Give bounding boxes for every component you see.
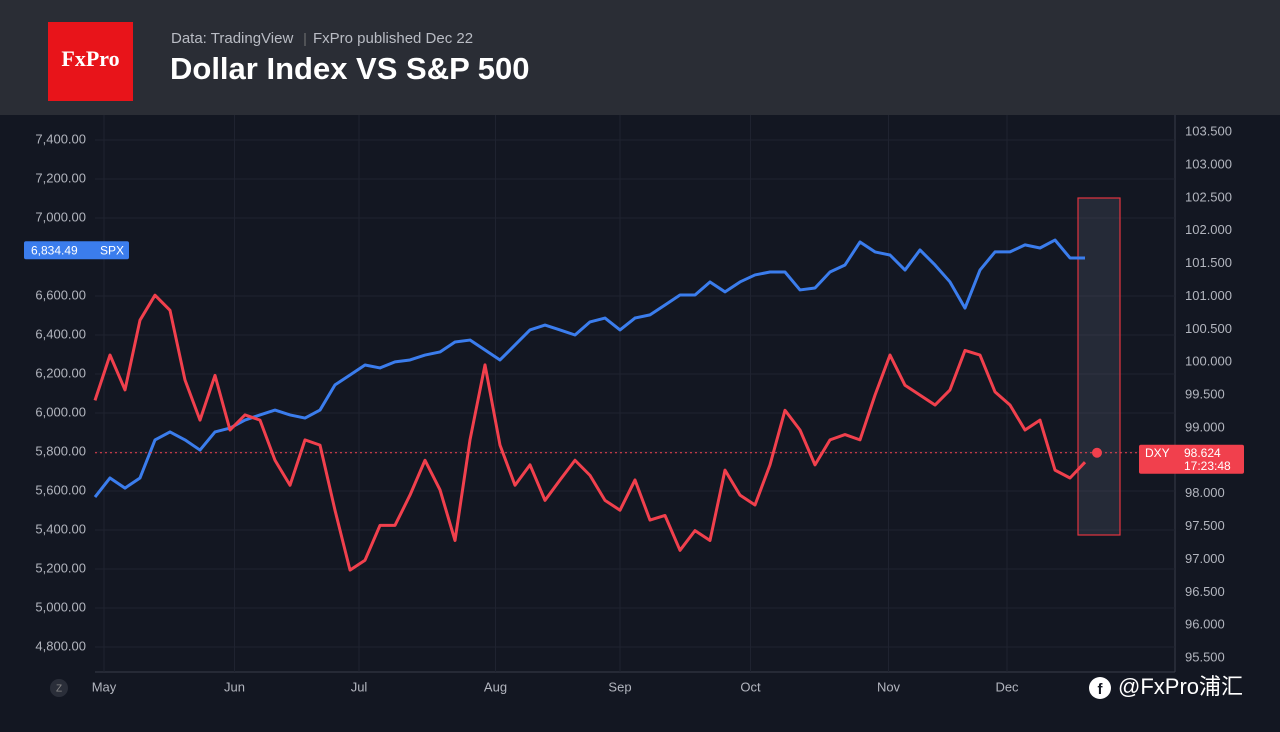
x-tick-label: May [92, 679, 117, 694]
price-tag [24, 241, 129, 260]
line-spx [93, 238, 1085, 498]
y-tick-label: 4,800.00 [35, 638, 86, 653]
y2-tick-label: 96.500 [1185, 584, 1225, 599]
y2-tick-label: 96.000 [1185, 617, 1225, 632]
x-tick-label: Oct [740, 679, 761, 694]
y2-tick-label: 103.000 [1185, 156, 1232, 171]
x-tick-label: Jul [351, 679, 368, 694]
header-bg [0, 0, 1280, 115]
y2-tick-label: 100.000 [1185, 354, 1232, 369]
y2-tick-label: 102.000 [1185, 222, 1232, 237]
y2-tick-label: 102.500 [1185, 189, 1232, 204]
y-tick-label: 7,400.00 [35, 131, 86, 146]
y-tick-label: 5,600.00 [35, 482, 86, 497]
y-tick-label: 5,400.00 [35, 521, 86, 536]
y2-tick-label: 97.500 [1185, 518, 1225, 533]
x-tick-label: Dec [995, 679, 1019, 694]
last-dot [1092, 447, 1102, 458]
time-label: 17:23:48 [1184, 459, 1231, 473]
source: Data: TradingView [171, 30, 293, 47]
y2-tick-label: 101.000 [1185, 288, 1232, 303]
y2-tick-label: 98.000 [1185, 485, 1225, 500]
watermark-icon [1089, 677, 1111, 699]
series-name: DXY [1145, 446, 1170, 460]
y-tick-label: 6,000.00 [35, 404, 86, 419]
tz-icon [50, 679, 68, 697]
logo-box [48, 22, 133, 101]
watermark: @FxPro浦汇 [1118, 674, 1243, 699]
y-tick-label: 6,200.00 [35, 365, 86, 380]
y-tick-label: 7,000.00 [35, 209, 86, 224]
y2-tick-label: 97.000 [1185, 551, 1225, 566]
price-tag [1139, 444, 1244, 474]
watermark-icon-text: f [1098, 681, 1104, 698]
last-value: 6,834.49 [31, 243, 78, 257]
y-tick-label: 7,200.00 [35, 170, 86, 185]
logo: FxPro [61, 46, 119, 71]
x-tick-label: Aug [484, 679, 507, 694]
y-tick-label: 5,800.00 [35, 443, 86, 458]
y2-tick-label: 101.500 [1185, 255, 1232, 270]
x-tick-label: Jun [224, 679, 245, 694]
y2-tick-label: 99.500 [1185, 387, 1225, 402]
y2-tick-label: 103.500 [1185, 124, 1232, 139]
chart-title: Dollar Index VS S&P 500 [170, 51, 530, 86]
series-name: SPX [100, 243, 124, 257]
y-tick-label: 6,600.00 [35, 287, 86, 302]
y2-tick-label: 95.500 [1185, 650, 1225, 665]
highlight-box [1077, 197, 1121, 536]
y2-tick-label: 99.000 [1185, 419, 1225, 434]
published: FxPro published Dec 22 [313, 30, 473, 47]
x-tick-label: Nov [877, 679, 901, 694]
y-tick-label: 6,400.00 [35, 326, 86, 341]
y-tick-label: 5,000.00 [35, 599, 86, 614]
y2-tick-label: 100.500 [1185, 321, 1232, 336]
x-tick-label: Sep [608, 679, 631, 694]
tz-icon-text: Z [56, 684, 62, 695]
y-tick-label: 5,200.00 [35, 560, 86, 575]
last-value: 98.624 [1184, 446, 1221, 460]
line-dxy [93, 293, 1087, 572]
